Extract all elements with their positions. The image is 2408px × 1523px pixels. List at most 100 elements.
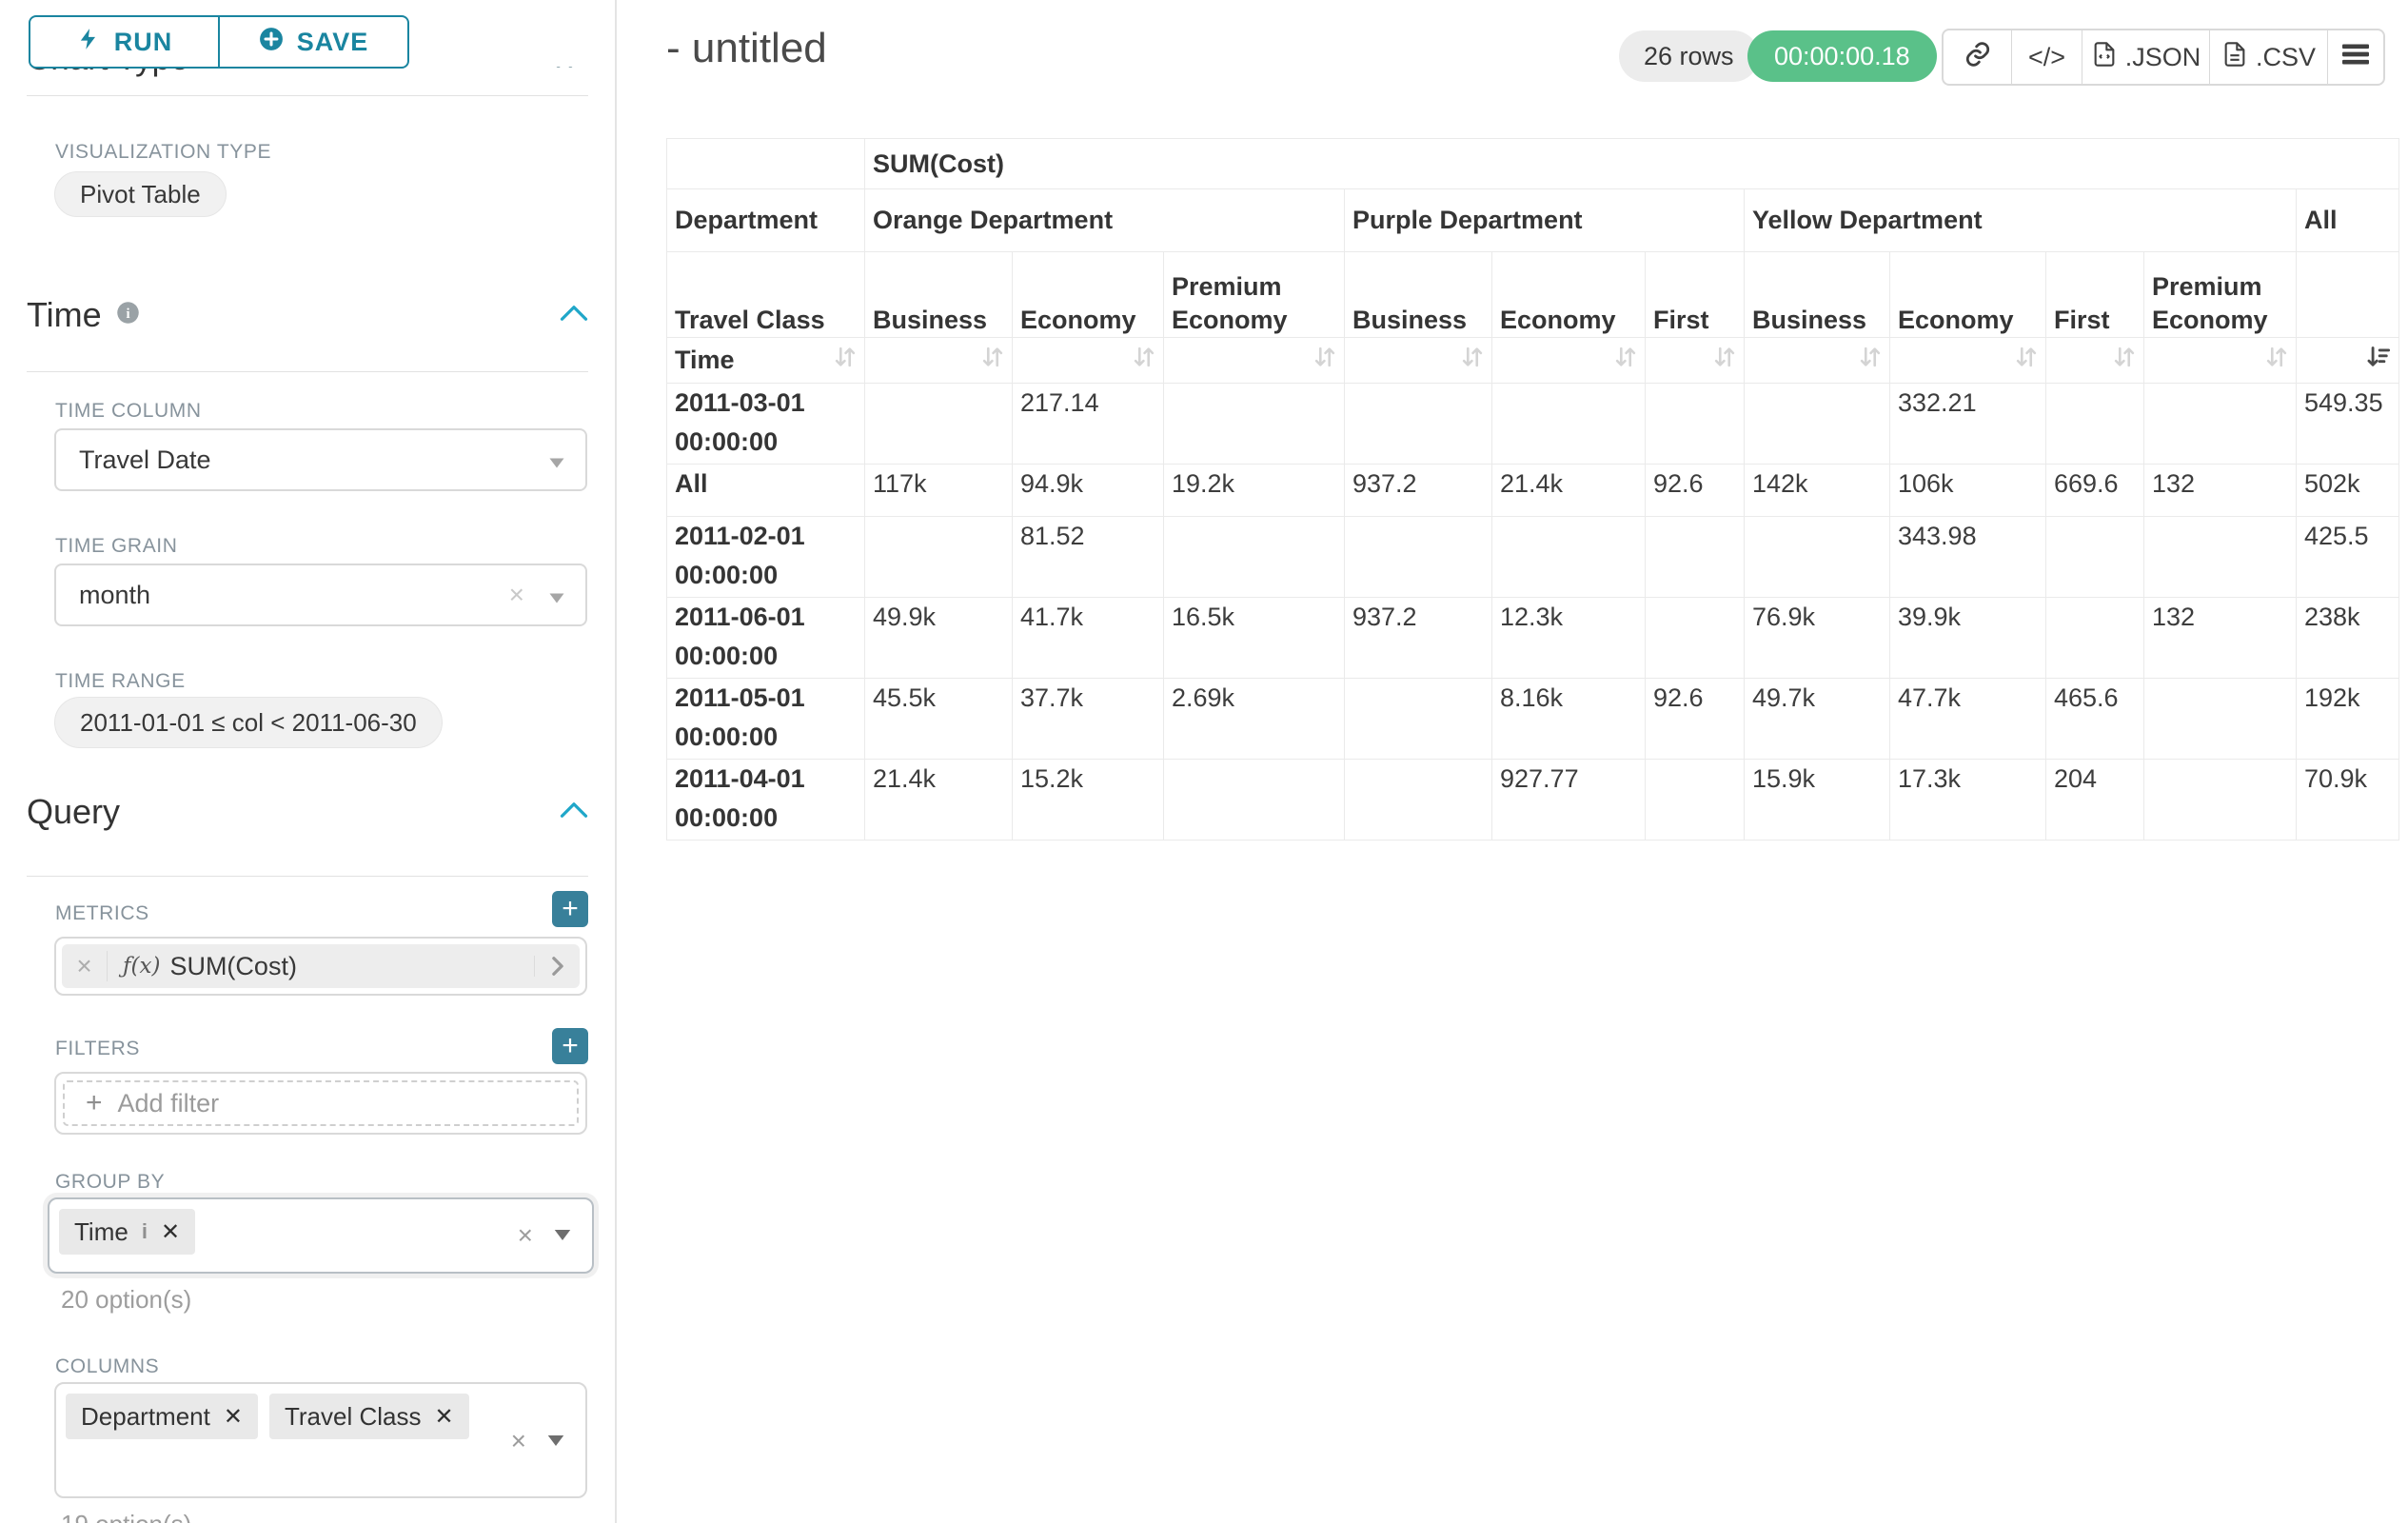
clear-all-icon[interactable]: × — [510, 1426, 526, 1455]
sort-header-cell[interactable] — [1163, 337, 1345, 384]
remove-chip-icon[interactable]: ✕ — [160, 1218, 181, 1245]
value-cell: 217.14 — [1012, 383, 1164, 465]
metric-header-cell: SUM(Cost) — [864, 138, 2399, 189]
metrics-label: METRICS — [55, 902, 149, 924]
add-metric-button[interactable]: + — [552, 891, 588, 927]
sort-header-cell[interactable] — [1012, 337, 1164, 384]
group-header-yellow-department: Yellow Department — [1744, 188, 2297, 252]
chevron-down-icon[interactable] — [547, 1434, 564, 1451]
value-cell — [864, 516, 1013, 598]
sort-icon[interactable] — [2113, 345, 2136, 376]
value-cell: 549.35 — [2296, 383, 2399, 465]
sort-icon[interactable] — [981, 345, 1004, 376]
more-options-button[interactable] — [2328, 30, 2383, 84]
row-label-cell: 2011-02-01 00:00:00 — [666, 516, 865, 598]
csv-file-icon — [2221, 41, 2248, 74]
metric-value: SUM(Cost) — [169, 951, 297, 980]
sort-icon[interactable] — [1133, 345, 1155, 376]
view-query-button[interactable]: </> — [2012, 30, 2082, 84]
class-header-cell: Economy — [1889, 251, 2046, 338]
columns-chips: Department ✕ Travel Class ✕ — [66, 1394, 576, 1439]
class-header-cell: Business — [1344, 251, 1492, 338]
save-button[interactable]: SAVE — [219, 15, 409, 69]
viz-type-pill[interactable]: Pivot Table — [54, 171, 227, 217]
clear-all-icon[interactable]: × — [517, 1220, 533, 1250]
sort-icon[interactable] — [1614, 345, 1637, 376]
sort-icon[interactable] — [2015, 345, 2038, 376]
sort-header-cell[interactable] — [864, 337, 1013, 384]
query-timer-badge: 00:00:00.18 — [1747, 30, 1937, 82]
value-cell: 2.69k — [1163, 678, 1345, 760]
value-cell: 937.2 — [1344, 597, 1492, 679]
group-by-label: GROUP BY — [55, 1171, 166, 1193]
sort-icon[interactable] — [834, 345, 857, 376]
copy-link-button[interactable] — [1944, 30, 2012, 84]
metric-label-wrap: ƒ(x) SUM(Cost) — [108, 952, 534, 981]
clear-icon[interactable]: × — [508, 580, 524, 609]
time-grain-select[interactable]: month × — [54, 564, 587, 626]
class-header-cell: Business — [1744, 251, 1890, 338]
query-collapse-icon[interactable] — [560, 801, 588, 823]
class-header-cell: Premium Economy — [1163, 251, 1345, 338]
time-range-pill[interactable]: 2011-01-01 ≤ col < 2011-06-30 — [54, 697, 443, 748]
group-by-chip-time[interactable]: Time i ✕ — [59, 1209, 196, 1255]
chip-label: Time — [74, 1216, 128, 1246]
row-label-cell: 2011-06-01 00:00:00 — [666, 597, 865, 679]
columns-chip-department[interactable]: Department ✕ — [66, 1394, 258, 1439]
export-json-button[interactable]: .JSON — [2082, 30, 2210, 84]
panel-divider[interactable] — [615, 0, 617, 1523]
value-cell — [1163, 516, 1345, 598]
sort-icon[interactable] — [1859, 345, 1882, 376]
time-column-label: TIME COLUMN — [55, 400, 202, 422]
chevron-right-icon[interactable] — [534, 956, 580, 977]
chart-title[interactable]: - untitled — [666, 25, 827, 71]
time-collapse-icon[interactable] — [560, 305, 588, 326]
group-by-chips: Time i ✕ — [59, 1209, 582, 1255]
metric-pill[interactable]: × ƒ(x) SUM(Cost) — [62, 944, 580, 988]
value-cell: 117k — [864, 464, 1013, 517]
value-cell — [2045, 516, 2144, 598]
chip-label: Travel Class — [284, 1401, 422, 1431]
add-filter-dropzone[interactable]: + Add filter — [63, 1080, 579, 1126]
sort-icon[interactable] — [1713, 345, 1736, 376]
chevron-down-icon[interactable] — [554, 1228, 571, 1245]
sort-header-cell[interactable] — [2045, 337, 2144, 384]
value-cell: 132 — [2143, 464, 2297, 517]
sort-header-cell-all[interactable] — [2296, 337, 2399, 384]
value-cell: 204 — [2045, 759, 2144, 841]
add-filter-plus-button[interactable]: + — [552, 1028, 588, 1064]
run-button[interactable]: RUN — [29, 15, 219, 69]
pivot-row: 2011-03-01 00:00:00 217.14 332.21 549.35 — [666, 383, 2399, 465]
run-button-label: RUN — [113, 27, 173, 56]
sort-header-cell[interactable] — [1645, 337, 1745, 384]
remove-chip-icon[interactable]: ✕ — [223, 1403, 243, 1430]
info-icon[interactable]: i — [115, 300, 141, 330]
sort-icon[interactable] — [1313, 345, 1336, 376]
csv-label: .CSV — [2255, 42, 2317, 71]
value-cell — [1344, 678, 1492, 760]
sort-icon[interactable] — [2265, 345, 2288, 376]
sort-header-cell[interactable] — [1344, 337, 1492, 384]
export-csv-button[interactable]: .CSV — [2210, 30, 2328, 84]
sort-header-cell[interactable] — [1491, 337, 1646, 384]
value-cell: 70.9k — [2296, 759, 2399, 841]
time-sort-header[interactable]: Time — [666, 337, 865, 384]
remove-chip-icon[interactable]: ✕ — [434, 1403, 454, 1430]
sort-header-cell[interactable] — [1889, 337, 2046, 384]
remove-metric-icon[interactable]: × — [62, 951, 108, 981]
sort-icon[interactable] — [1461, 345, 1484, 376]
sort-header-cell[interactable] — [1744, 337, 1890, 384]
value-cell: 192k — [2296, 678, 2399, 760]
column-info-icon[interactable]: i — [141, 1219, 148, 1243]
columns-select[interactable]: Department ✕ Travel Class ✕ × — [54, 1382, 587, 1498]
sort-header-cell[interactable] — [2143, 337, 2297, 384]
group-by-select[interactable]: Time i ✕ × — [48, 1197, 594, 1274]
columns-chip-travel-class[interactable]: Travel Class ✕ — [268, 1394, 469, 1439]
row-label-cell: 2011-04-01 00:00:00 — [666, 759, 865, 841]
value-cell: 19.2k — [1163, 464, 1345, 517]
time-column-select[interactable]: Travel Date — [54, 428, 587, 491]
row-count-badge: 26 rows — [1619, 30, 1759, 82]
sort-desc-active-icon[interactable] — [2366, 345, 2391, 376]
value-cell: 21.4k — [1491, 464, 1646, 517]
